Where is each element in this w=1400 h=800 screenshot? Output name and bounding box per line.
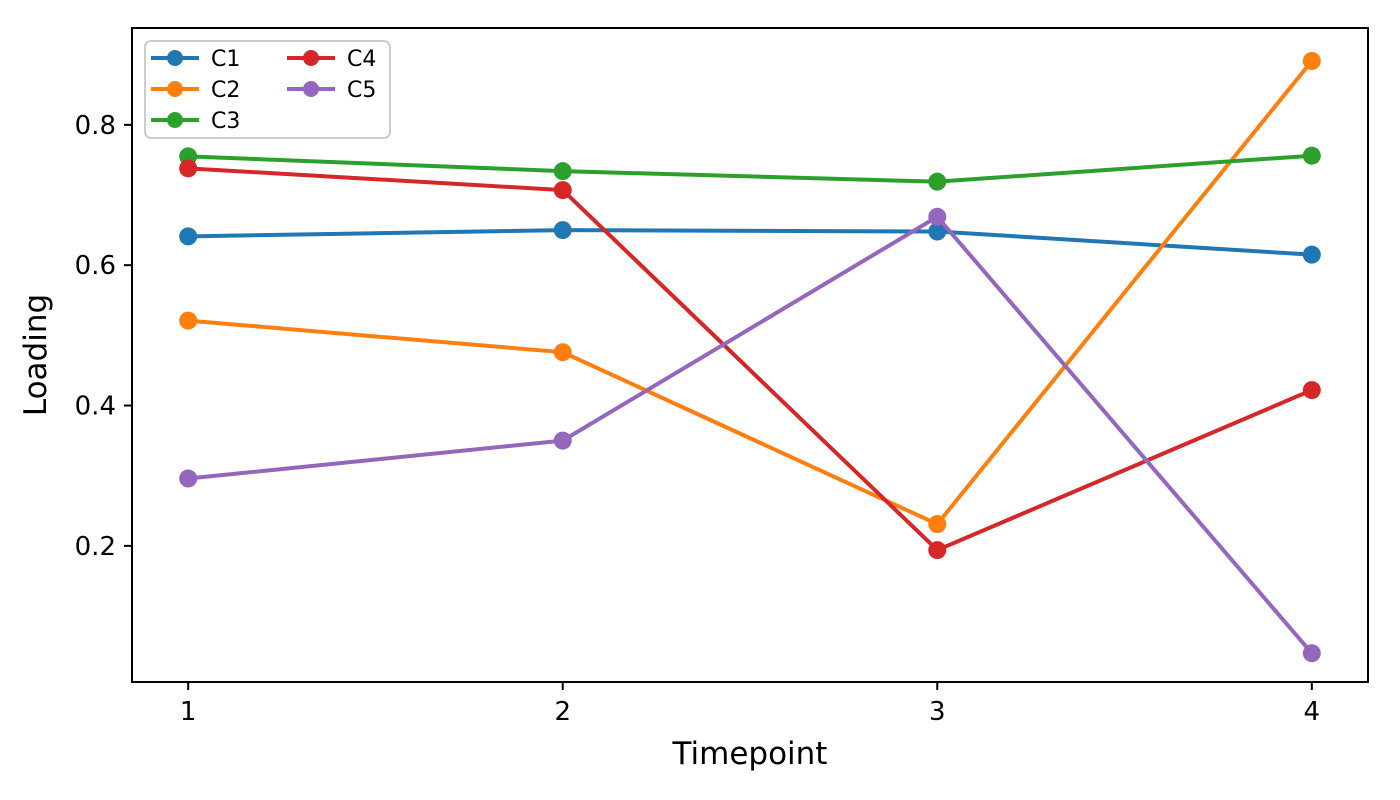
axes-spines bbox=[131, 27, 1369, 683]
data-point-C1-t1 bbox=[179, 227, 198, 246]
legend-marker-C3 bbox=[167, 112, 183, 128]
legend-item-C5: C5 bbox=[287, 78, 376, 103]
data-point-C4-t2 bbox=[553, 181, 572, 200]
legend-item-C1: C1 bbox=[151, 47, 240, 72]
legend-label-C3: C3 bbox=[211, 109, 240, 134]
series-C3 bbox=[179, 146, 1321, 191]
data-point-C4-t3 bbox=[928, 541, 947, 560]
data-point-C2-t3 bbox=[928, 515, 947, 534]
legend-label-C2: C2 bbox=[211, 78, 240, 103]
data-point-C1-t4 bbox=[1302, 245, 1321, 264]
series-C4 bbox=[179, 159, 1321, 560]
series-C1 bbox=[179, 221, 1321, 264]
data-point-C1-t2 bbox=[553, 221, 572, 240]
data-point-C2-t1 bbox=[179, 311, 198, 330]
legend-item-C3: C3 bbox=[151, 109, 240, 134]
legend-label-C4: C4 bbox=[347, 47, 376, 72]
series-C5 bbox=[179, 207, 1321, 663]
series-line-C1 bbox=[186, 228, 1314, 257]
series-lines bbox=[179, 51, 1321, 663]
data-point-C3-t4 bbox=[1302, 146, 1321, 165]
data-point-C5-t2 bbox=[553, 431, 572, 450]
data-point-C1-t3 bbox=[928, 222, 947, 241]
data-point-C3-t2 bbox=[553, 162, 572, 181]
data-point-C4-t4 bbox=[1302, 381, 1321, 400]
series-C2 bbox=[179, 51, 1321, 534]
x-axis-label: Timepoint bbox=[672, 736, 828, 772]
series-line-C5 bbox=[186, 214, 1314, 656]
y-tick-label: 0.6 bbox=[75, 251, 116, 281]
data-point-C2-t2 bbox=[553, 343, 572, 362]
legend-frame bbox=[144, 40, 391, 139]
series-line-C4 bbox=[186, 166, 1314, 553]
series-line-C3 bbox=[186, 153, 1314, 184]
series-line-C2 bbox=[186, 58, 1314, 527]
axis-ticks: 1 2 3 4 0.2 0.4 0.6 0.8 bbox=[75, 111, 1320, 727]
legend-item-C4: C4 bbox=[287, 47, 376, 72]
x-tick-label: 1 bbox=[180, 697, 197, 727]
legend-marker-C1 bbox=[167, 50, 183, 66]
x-tick-label: 4 bbox=[1304, 697, 1321, 727]
data-point-C2-t4 bbox=[1302, 51, 1321, 70]
data-point-C5-t1 bbox=[179, 469, 198, 488]
data-point-C5-t4 bbox=[1302, 644, 1321, 663]
y-tick-label: 0.2 bbox=[75, 532, 116, 562]
plot-frame bbox=[131, 27, 1369, 683]
y-tick-label: 0.4 bbox=[75, 392, 116, 422]
legend-marker-C4 bbox=[303, 50, 319, 66]
legend-marker-C2 bbox=[167, 81, 183, 97]
data-point-C3-t3 bbox=[928, 172, 947, 191]
x-tick-label: 2 bbox=[554, 697, 571, 727]
legend-label-C1: C1 bbox=[211, 47, 240, 72]
legend-item-C2: C2 bbox=[151, 78, 240, 103]
legend: C1 C2 C3 C4 C5 bbox=[144, 40, 391, 139]
x-tick-label: 3 bbox=[929, 697, 946, 727]
y-axis-label: Loading bbox=[18, 294, 54, 416]
legend-label-C5: C5 bbox=[347, 78, 376, 103]
data-point-C4-t1 bbox=[179, 159, 198, 178]
y-tick-label: 0.8 bbox=[75, 111, 116, 141]
legend-marker-C5 bbox=[303, 81, 319, 97]
data-point-C5-t3 bbox=[928, 207, 947, 226]
